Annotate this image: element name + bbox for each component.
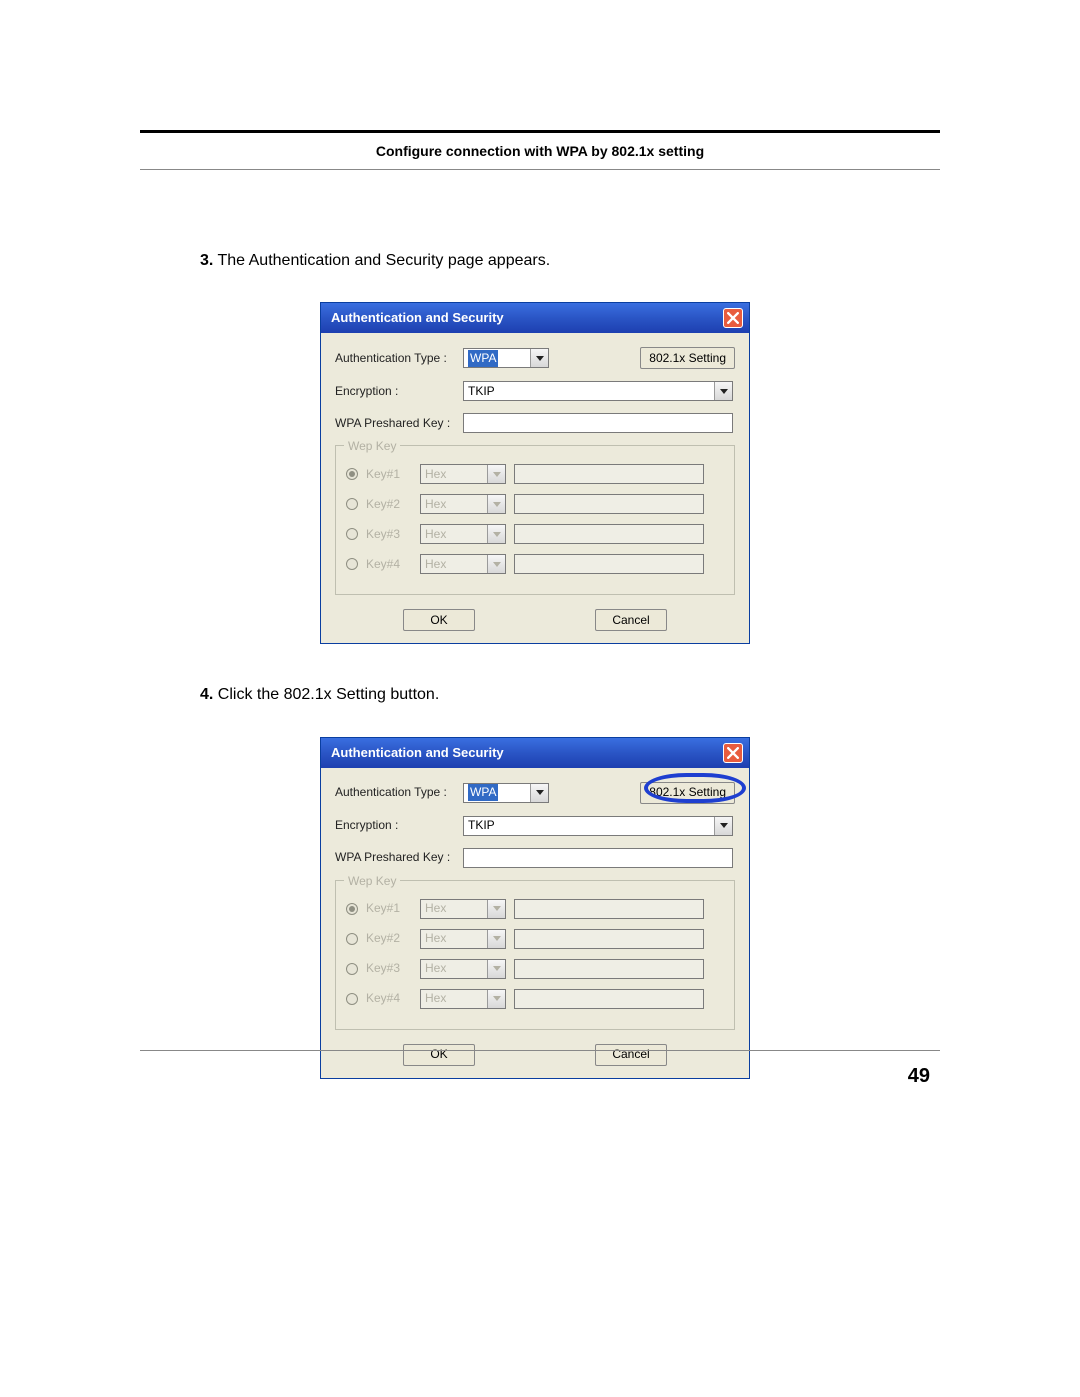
- page-number: 49: [908, 1065, 930, 1088]
- ok-button[interactable]: OK: [403, 1044, 475, 1066]
- wep-key4-format[interactable]: Hex: [420, 554, 506, 574]
- wep-key2-label: Key#2: [366, 496, 412, 513]
- wep-key3-input[interactable]: [514, 524, 704, 544]
- wep-key3-radio[interactable]: [346, 963, 358, 975]
- wep-key2-input[interactable]: [514, 494, 704, 514]
- wep-key1-input[interactable]: [514, 899, 704, 919]
- psk-label: WPA Preshared Key :: [335, 849, 455, 866]
- encryption-value: TKIP: [468, 383, 495, 400]
- encryption-select[interactable]: TKIP: [463, 816, 733, 836]
- wep-key3-label: Key#3: [366, 526, 412, 543]
- wep-key1-format[interactable]: Hex: [420, 899, 506, 919]
- auth-type-select[interactable]: WPA: [463, 348, 549, 368]
- wep-key1-radio[interactable]: [346, 903, 358, 915]
- encryption-select[interactable]: TKIP: [463, 381, 733, 401]
- page-header: Configure connection with WPA by 802.1x …: [140, 139, 940, 169]
- wep-key2-radio[interactable]: [346, 498, 358, 510]
- psk-input[interactable]: [463, 413, 733, 433]
- cancel-button[interactable]: Cancel: [595, 609, 667, 631]
- auth-type-select[interactable]: WPA: [463, 783, 549, 803]
- encryption-label: Encryption :: [335, 817, 455, 834]
- step-3-text: The Authentication and Security page app…: [218, 252, 551, 269]
- wep-key3-radio[interactable]: [346, 528, 358, 540]
- auth-security-dialog-2: Authentication and Security Authenticati…: [320, 737, 750, 1079]
- dialog-title: Authentication and Security: [331, 309, 504, 327]
- close-icon[interactable]: [723, 308, 743, 328]
- dialog-titlebar: Authentication and Security: [321, 738, 749, 768]
- step-3: 3. The Authentication and Security page …: [200, 250, 940, 272]
- wep-key-group: Wep Key Key#1 Hex Key#2 Hex: [335, 880, 735, 1030]
- chevron-down-icon: [487, 555, 505, 573]
- chevron-down-icon: [530, 349, 548, 367]
- wep-key3-format[interactable]: Hex: [420, 524, 506, 544]
- wep-key3-label: Key#3: [366, 960, 412, 977]
- auth-type-label: Authentication Type :: [335, 784, 455, 801]
- wep-key1-label: Key#1: [366, 466, 412, 483]
- wep-key3-format[interactable]: Hex: [420, 959, 506, 979]
- wep-key1-format[interactable]: Hex: [420, 464, 506, 484]
- wep-legend: Wep Key: [344, 873, 400, 890]
- step-4-text: Click the 802.1x Setting button.: [218, 686, 439, 703]
- wep-key-group: Wep Key Key#1 Hex Key#2 Hex: [335, 445, 735, 595]
- ok-button[interactable]: OK: [403, 609, 475, 631]
- chevron-down-icon: [487, 465, 505, 483]
- cancel-button[interactable]: Cancel: [595, 1044, 667, 1066]
- wep-key4-label: Key#4: [366, 990, 412, 1007]
- wep-key4-label: Key#4: [366, 556, 412, 573]
- encryption-label: Encryption :: [335, 383, 455, 400]
- psk-label: WPA Preshared Key :: [335, 415, 455, 432]
- chevron-down-icon: [530, 784, 548, 802]
- chevron-down-icon: [487, 960, 505, 978]
- wep-key4-radio[interactable]: [346, 993, 358, 1005]
- chevron-down-icon: [487, 990, 505, 1008]
- chevron-down-icon: [487, 525, 505, 543]
- psk-input[interactable]: [463, 848, 733, 868]
- wep-key1-input[interactable]: [514, 464, 704, 484]
- chevron-down-icon: [714, 817, 732, 835]
- auth-security-dialog-1: Authentication and Security Authenticati…: [320, 302, 750, 644]
- dialog-title: Authentication and Security: [331, 744, 504, 762]
- wep-key4-input[interactable]: [514, 554, 704, 574]
- encryption-value: TKIP: [468, 817, 495, 834]
- dialog-titlebar: Authentication and Security: [321, 303, 749, 333]
- wep-key4-format[interactable]: Hex: [420, 989, 506, 1009]
- close-icon[interactable]: [723, 743, 743, 763]
- wep-key4-radio[interactable]: [346, 558, 358, 570]
- chevron-down-icon: [487, 495, 505, 513]
- chevron-down-icon: [487, 930, 505, 948]
- wep-key2-input[interactable]: [514, 929, 704, 949]
- chevron-down-icon: [714, 382, 732, 400]
- wep-key2-radio[interactable]: [346, 933, 358, 945]
- chevron-down-icon: [487, 900, 505, 918]
- wep-key2-format[interactable]: Hex: [420, 494, 506, 514]
- step-4: 4. Click the 802.1x Setting button.: [200, 684, 940, 706]
- wep-key2-format[interactable]: Hex: [420, 929, 506, 949]
- wep-key2-label: Key#2: [366, 930, 412, 947]
- wep-key1-label: Key#1: [366, 900, 412, 917]
- 8021x-setting-button-highlighted[interactable]: 802.1x Setting: [640, 782, 735, 804]
- wep-key4-input[interactable]: [514, 989, 704, 1009]
- wep-key1-radio[interactable]: [346, 468, 358, 480]
- auth-type-value: WPA: [468, 350, 498, 367]
- 8021x-setting-button[interactable]: 802.1x Setting: [640, 347, 735, 369]
- wep-key3-input[interactable]: [514, 959, 704, 979]
- auth-type-label: Authentication Type :: [335, 350, 455, 367]
- wep-legend: Wep Key: [344, 438, 400, 455]
- step-4-num: 4.: [200, 686, 213, 703]
- auth-type-value: WPA: [468, 784, 498, 801]
- step-3-num: 3.: [200, 252, 213, 269]
